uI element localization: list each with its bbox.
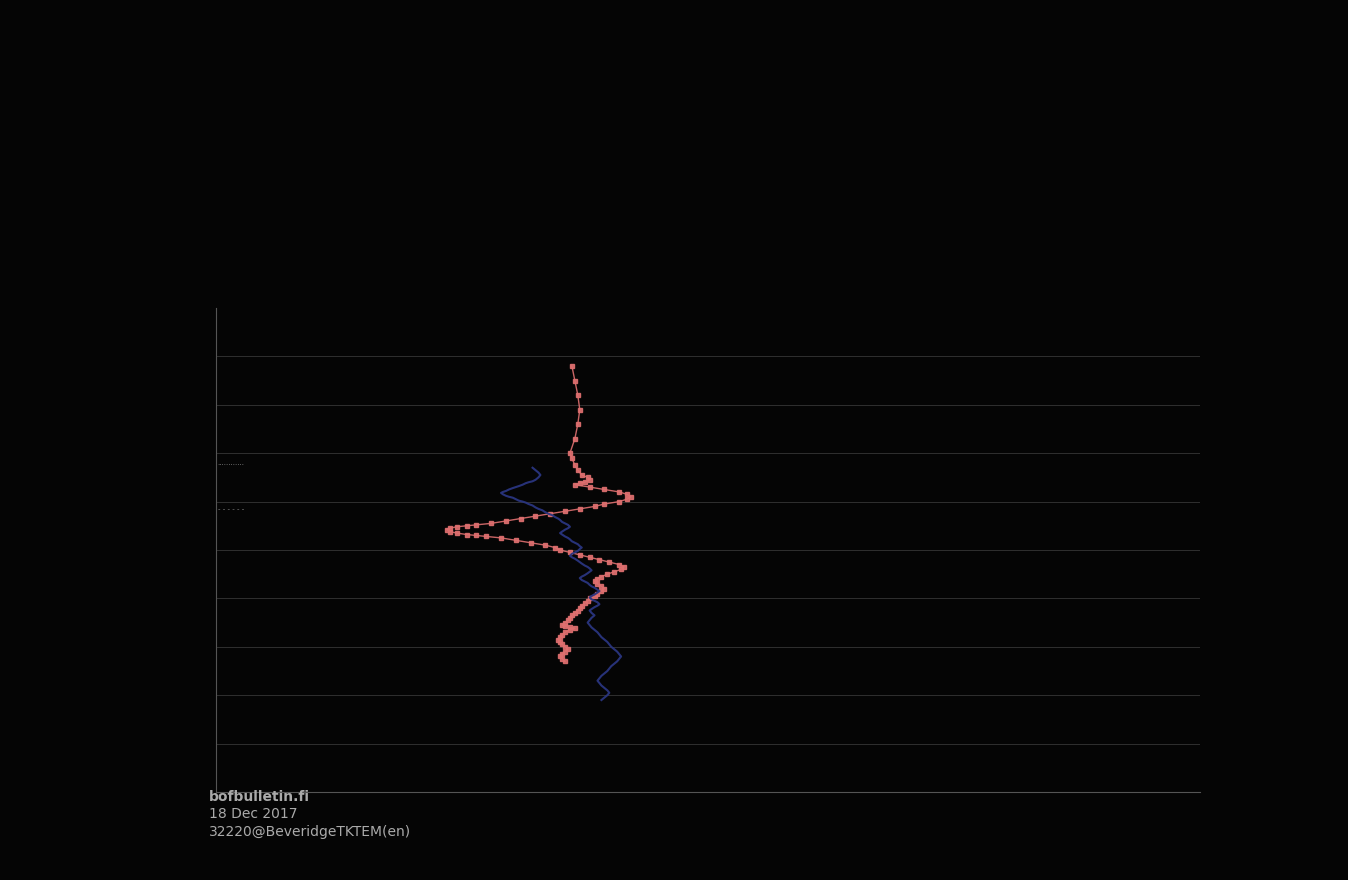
Text: bofbulletin.fi: bofbulletin.fi [209, 790, 310, 803]
Text: - - - - - -: - - - - - - [217, 506, 244, 512]
Text: 32220@BeveridgeTKTEM(en): 32220@BeveridgeTKTEM(en) [209, 825, 411, 839]
Text: ............: ............ [217, 460, 244, 466]
Text: 18 Dec 2017: 18 Dec 2017 [209, 808, 298, 821]
